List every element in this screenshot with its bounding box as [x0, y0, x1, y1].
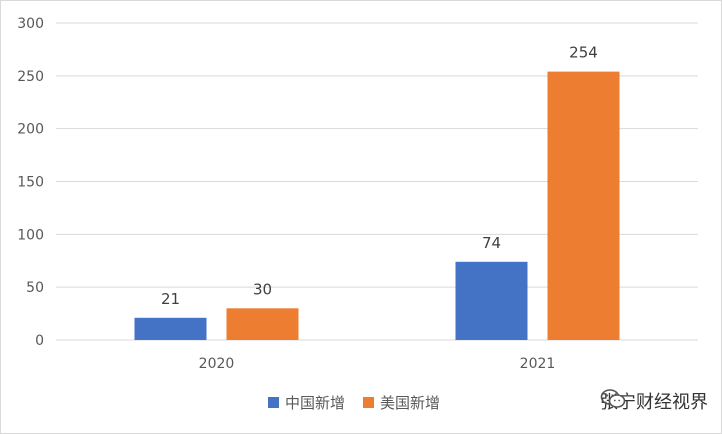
y-tick-label: 150	[17, 175, 44, 191]
watermark: 张宁财经视界	[600, 388, 708, 414]
data-label: 30	[253, 280, 272, 298]
x-tick-label: 2020	[199, 356, 235, 372]
data-labels: 21 30 74 254	[161, 44, 598, 308]
legend: 中国新增 美国新增	[268, 394, 440, 412]
bar	[547, 71, 620, 341]
legend-label: 美国新增	[380, 394, 440, 412]
data-label: 254	[569, 44, 598, 62]
bars	[134, 71, 620, 341]
bar	[134, 317, 207, 340]
y-tick-label: 300	[17, 16, 44, 32]
data-label: 74	[482, 234, 501, 252]
y-tick-label: 100	[17, 227, 44, 243]
data-label: 21	[161, 290, 180, 308]
legend-swatch	[268, 397, 279, 408]
watermark-text: 张宁财经视界	[600, 392, 708, 413]
y-tick-label: 0	[35, 333, 44, 349]
wechat-icon	[600, 389, 626, 408]
y-tick-label: 200	[17, 122, 44, 138]
legend-label: 中国新增	[285, 394, 345, 412]
y-axis-ticks: 0 50 100 150 200 250 300	[17, 16, 44, 349]
y-tick-label: 50	[26, 280, 44, 296]
x-tick-label: 2021	[520, 356, 556, 372]
x-axis-ticks: 2020 2021	[199, 356, 556, 372]
bar	[455, 261, 528, 340]
y-tick-label: 250	[17, 69, 44, 85]
bar	[226, 308, 299, 340]
legend-swatch	[363, 397, 374, 408]
